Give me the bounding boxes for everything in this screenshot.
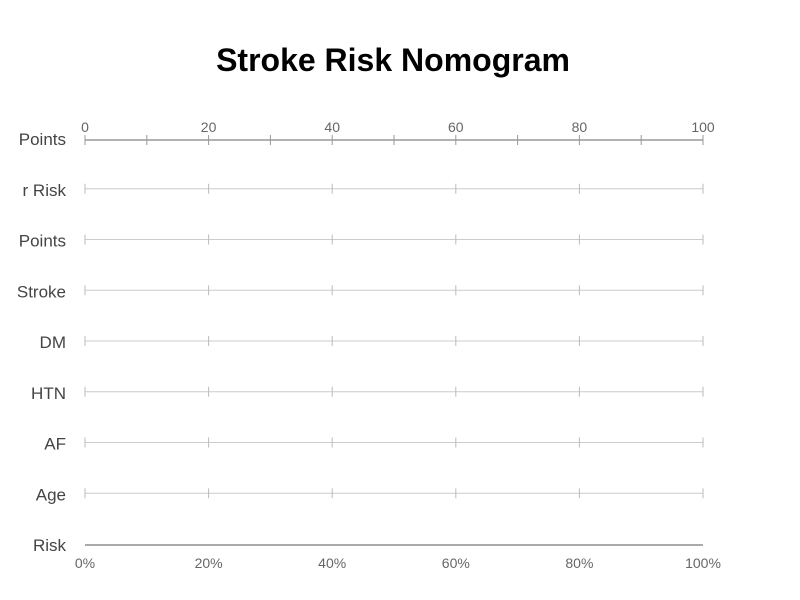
risk-tick-label: 60% <box>442 555 470 571</box>
row-label: r Risk <box>23 181 67 200</box>
risk-tick-label: 40% <box>318 555 346 571</box>
points-tick-label: 80 <box>572 119 588 135</box>
row-label: AF <box>44 435 66 454</box>
row-label: Age <box>36 485 66 504</box>
points-tick-label: 40 <box>324 119 340 135</box>
row-label: Points <box>19 232 66 251</box>
row-label: HTN <box>31 384 66 403</box>
row-label: DM <box>40 333 66 352</box>
points-tick-label: 0 <box>81 119 89 135</box>
row-label: Points <box>19 130 66 149</box>
risk-tick-label: 20% <box>195 555 223 571</box>
row-label: Risk <box>33 536 67 555</box>
chart-title: Stroke Risk Nomogram <box>216 42 570 78</box>
top-axis: 0 20 40 60 80 100 <box>81 119 715 145</box>
risk-tick-label: 100% <box>685 555 721 571</box>
points-tick-label: 60 <box>448 119 464 135</box>
points-tick-label: 100 <box>691 119 715 135</box>
bottom-axis: 0% 20% 40% 60% 80% 100% <box>75 544 721 571</box>
points-tick-label: 20 <box>201 119 217 135</box>
row-label: Stroke <box>17 282 66 301</box>
risk-tick-label: 80% <box>565 555 593 571</box>
nomogram-rows: Points r Risk Points Stroke DM HTN AF Age Risk <box>17 130 704 555</box>
risk-tick-label: 0% <box>75 555 95 571</box>
